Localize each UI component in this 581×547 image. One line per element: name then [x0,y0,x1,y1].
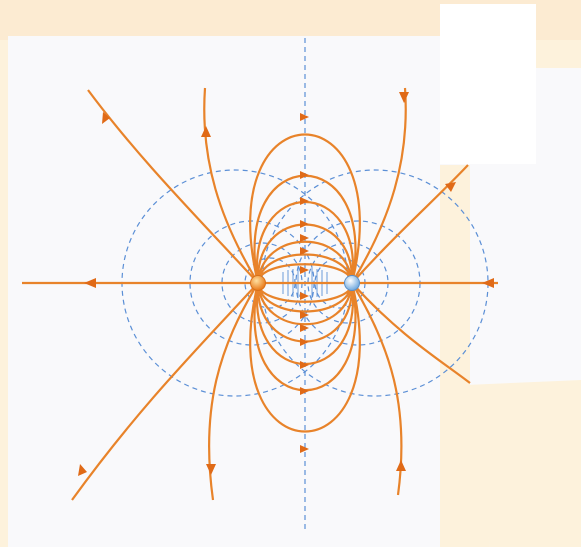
arrow-icon [300,113,309,121]
arrow-icon [300,338,309,346]
arrow-icon [300,266,309,274]
arrow-icon [300,197,309,205]
arrow-icon [300,234,309,242]
white-patch [440,4,536,164]
field-line-pos-down-1 [71,282,259,501]
field-line-upper-3 [256,240,354,284]
field-arrows [78,92,494,476]
field-line-lower-1 [256,282,354,303]
arrow-icon [300,220,309,228]
field-lines [22,87,498,501]
arrow-icon [300,171,309,179]
field-line-pos-up-2 [203,87,259,284]
field-line-lower-7 [249,282,361,433]
negative-charge [344,275,360,291]
page-edge [466,380,581,547]
field-line-upper-2 [256,253,354,284]
arrow-icon [445,182,456,192]
arrow-icon [396,460,406,471]
field-line-pos-up-1 [87,89,259,284]
arrow-icon [482,278,494,288]
figure-panel [8,36,581,547]
field-line-neg-up-1 [351,87,407,284]
arrow-icon [300,361,309,369]
field-line-neg-down-2 [351,282,471,384]
field-line-upper-7 [249,133,361,284]
field-line-upper-1 [256,263,354,284]
charges [250,275,360,291]
arrow-icon [102,112,110,124]
arrow-icon [300,445,309,453]
field-line-lower-2 [256,282,354,313]
arrow-icon [78,464,87,476]
arrow-icon [300,311,309,319]
arrow-icon [399,92,409,103]
arrow-icon [300,292,309,300]
field-line-lower-3 [256,282,354,326]
arrow-icon [206,464,216,475]
arrow-icon [300,324,309,332]
arrow-icon [300,387,309,395]
arrow-icon [84,278,96,288]
arrow-icon [300,247,309,255]
field-line-neg-up-2 [351,164,469,284]
positive-charge [250,275,266,291]
arrow-icon [201,126,211,137]
